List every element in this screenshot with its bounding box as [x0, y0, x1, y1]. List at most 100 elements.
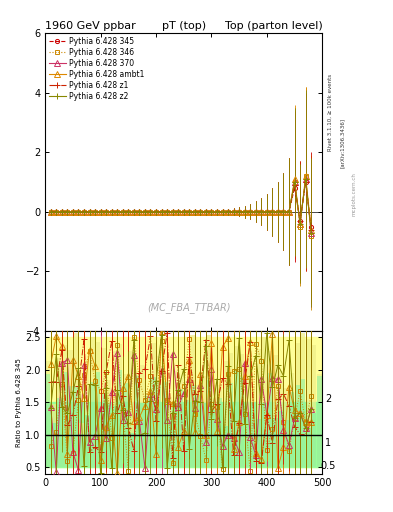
Bar [233, 346, 239, 372]
Y-axis label: Ratio to Pythia 6.428 345: Ratio to Pythia 6.428 345 [16, 358, 22, 446]
Bar [106, 380, 111, 404]
Bar [45, 374, 50, 467]
Bar [239, 354, 244, 377]
Legend: Pythia 6.428 345, Pythia 6.428 346, Pythia 6.428 370, Pythia 6.428 ambt1, Pythia: Pythia 6.428 345, Pythia 6.428 346, Pyth… [48, 35, 146, 102]
Bar [256, 419, 261, 467]
Text: 1: 1 [325, 438, 331, 448]
Bar [295, 385, 300, 467]
Bar [261, 337, 266, 402]
Bar [140, 365, 145, 403]
Bar [90, 382, 95, 467]
Bar [162, 377, 167, 382]
Text: mcplots.cern.ch: mcplots.cern.ch [352, 173, 357, 217]
Bar [300, 333, 305, 379]
Bar [178, 389, 184, 467]
Bar [217, 385, 222, 398]
Bar [145, 396, 150, 467]
Bar [195, 386, 200, 395]
Bar [184, 400, 189, 467]
Bar [79, 423, 84, 434]
Bar [217, 398, 222, 467]
Bar [245, 354, 250, 412]
Bar [84, 360, 89, 415]
Bar [272, 355, 277, 418]
Bar [245, 412, 250, 467]
Bar [90, 337, 95, 382]
Bar [200, 403, 206, 467]
Bar [45, 402, 322, 467]
Bar [267, 373, 272, 467]
Bar [289, 373, 294, 392]
Bar [151, 376, 156, 467]
Bar [151, 343, 156, 376]
Bar [189, 335, 195, 385]
Bar [140, 403, 145, 467]
Bar [283, 420, 289, 467]
Bar [239, 377, 244, 467]
Bar [95, 342, 100, 372]
Bar [211, 410, 217, 467]
Bar [56, 358, 62, 398]
Bar [56, 398, 62, 467]
Bar [162, 382, 167, 467]
Bar [117, 370, 123, 467]
Bar [45, 337, 322, 467]
Bar [195, 395, 200, 467]
Bar [129, 433, 134, 467]
Bar [95, 372, 100, 467]
Bar [200, 376, 206, 403]
Bar [156, 381, 161, 467]
Bar [156, 356, 161, 381]
Bar [112, 351, 117, 406]
Bar [134, 375, 139, 376]
Bar [311, 345, 316, 413]
Bar [101, 393, 106, 467]
Bar [256, 349, 261, 419]
Bar [84, 415, 89, 467]
Bar [67, 350, 73, 386]
Bar [206, 335, 211, 379]
Bar [233, 372, 239, 467]
Title: pT (top): pT (top) [162, 21, 206, 31]
Bar [167, 420, 173, 467]
Bar [73, 386, 78, 467]
Bar [278, 371, 283, 411]
Bar [300, 379, 305, 467]
Bar [101, 348, 106, 393]
Bar [222, 360, 228, 426]
Bar [206, 379, 211, 467]
Bar [228, 353, 233, 383]
Bar [112, 406, 117, 467]
Bar [228, 383, 233, 467]
Bar [267, 351, 272, 373]
Bar [123, 383, 128, 467]
Text: Rivet 3.1.10, ≥ 100k events: Rivet 3.1.10, ≥ 100k events [328, 74, 333, 151]
Bar [123, 374, 128, 383]
Bar [189, 385, 195, 467]
Bar [106, 404, 111, 467]
Bar [317, 374, 322, 376]
Bar [51, 423, 56, 467]
Bar [51, 404, 56, 423]
Bar [67, 386, 73, 467]
Text: 0.5: 0.5 [320, 461, 336, 471]
Text: 1960 GeV ppbar: 1960 GeV ppbar [45, 20, 136, 31]
Bar [173, 371, 178, 404]
Bar [211, 385, 217, 410]
Text: [arXiv:1306.3436]: [arXiv:1306.3436] [340, 118, 345, 168]
Bar [129, 351, 134, 433]
Bar [134, 376, 139, 467]
Bar [117, 344, 123, 370]
Bar [295, 343, 300, 385]
Bar [272, 418, 277, 467]
Text: (MC_FBA_TTBAR): (MC_FBA_TTBAR) [147, 302, 231, 313]
Bar [306, 339, 311, 428]
Bar [73, 333, 78, 386]
Bar [250, 402, 255, 467]
Bar [184, 389, 189, 400]
Bar [145, 393, 150, 396]
Text: 2: 2 [325, 394, 331, 404]
Bar [306, 428, 311, 467]
Bar [289, 392, 294, 467]
Bar [250, 386, 255, 402]
